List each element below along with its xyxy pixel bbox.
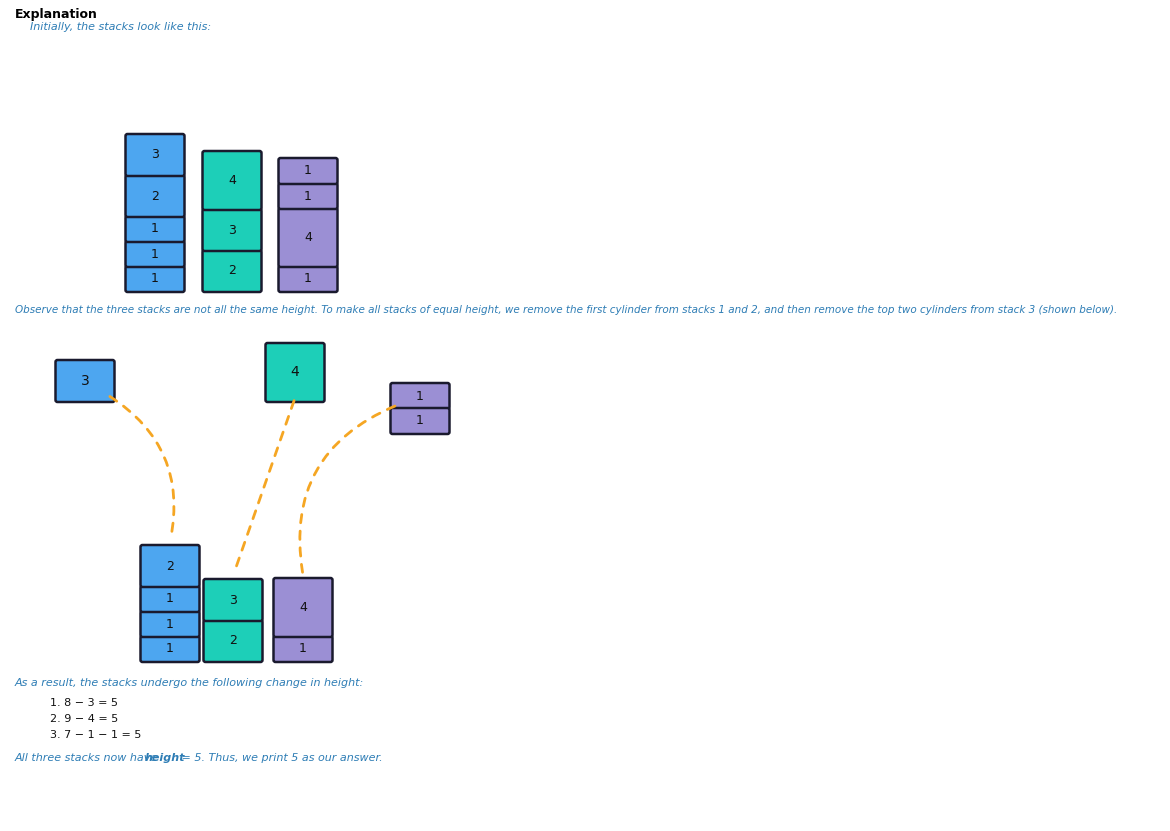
FancyBboxPatch shape (140, 611, 200, 637)
Text: 3: 3 (151, 149, 159, 161)
FancyBboxPatch shape (204, 579, 262, 621)
Text: 4: 4 (300, 601, 307, 614)
Text: height: height (145, 753, 186, 763)
Text: 3: 3 (228, 224, 236, 237)
Text: 1: 1 (151, 248, 159, 260)
Text: Initially, the stacks look like this:: Initially, the stacks look like this: (30, 22, 211, 32)
FancyBboxPatch shape (125, 216, 185, 242)
Text: 2: 2 (228, 264, 236, 278)
Text: 4: 4 (228, 174, 236, 187)
Text: As a result, the stacks undergo the following change in height:: As a result, the stacks undergo the foll… (15, 678, 364, 688)
Text: Explanation: Explanation (15, 8, 98, 21)
Text: 3: 3 (229, 593, 238, 607)
Text: 2: 2 (229, 635, 238, 647)
Text: = 5. Thus, we print 5 as our answer.: = 5. Thus, we print 5 as our answer. (178, 753, 383, 763)
FancyBboxPatch shape (274, 636, 332, 662)
Text: 2. 9 − 4 = 5: 2. 9 − 4 = 5 (50, 714, 118, 724)
Text: 3. 7 − 1 − 1 = 5: 3. 7 − 1 − 1 = 5 (50, 730, 142, 740)
FancyBboxPatch shape (140, 586, 200, 612)
Text: 1: 1 (417, 415, 424, 427)
Text: 1: 1 (166, 642, 174, 656)
FancyBboxPatch shape (278, 208, 337, 267)
FancyBboxPatch shape (140, 545, 200, 587)
Text: 4: 4 (290, 366, 300, 380)
Text: 1: 1 (166, 617, 174, 631)
FancyBboxPatch shape (274, 578, 332, 637)
FancyBboxPatch shape (278, 158, 337, 184)
Text: All three stacks now have: All three stacks now have (15, 753, 161, 763)
FancyBboxPatch shape (125, 266, 185, 292)
Text: 1: 1 (151, 223, 159, 235)
FancyBboxPatch shape (55, 360, 115, 402)
Text: 1: 1 (417, 390, 424, 402)
Text: 2: 2 (151, 189, 159, 203)
FancyBboxPatch shape (125, 175, 185, 217)
FancyBboxPatch shape (278, 266, 337, 292)
FancyBboxPatch shape (125, 134, 185, 176)
Text: Observe that the three stacks are not all the same height. To make all stacks of: Observe that the three stacks are not al… (15, 305, 1117, 315)
FancyBboxPatch shape (391, 383, 449, 409)
FancyBboxPatch shape (204, 620, 262, 662)
FancyBboxPatch shape (125, 241, 185, 267)
Text: 1: 1 (151, 273, 159, 286)
FancyBboxPatch shape (140, 636, 200, 662)
Text: 1: 1 (166, 593, 174, 606)
Text: 1: 1 (304, 273, 312, 286)
FancyBboxPatch shape (266, 343, 324, 402)
Text: 4: 4 (304, 231, 312, 244)
FancyBboxPatch shape (391, 408, 449, 434)
FancyBboxPatch shape (278, 183, 337, 209)
FancyBboxPatch shape (202, 151, 262, 210)
Text: 1. 8 − 3 = 5: 1. 8 − 3 = 5 (50, 698, 118, 708)
Text: 1: 1 (300, 642, 307, 656)
Text: 1: 1 (304, 165, 312, 178)
FancyBboxPatch shape (202, 250, 262, 292)
FancyBboxPatch shape (202, 209, 262, 251)
Text: 3: 3 (81, 374, 89, 388)
Text: 2: 2 (166, 559, 174, 573)
Text: 1: 1 (304, 189, 312, 203)
